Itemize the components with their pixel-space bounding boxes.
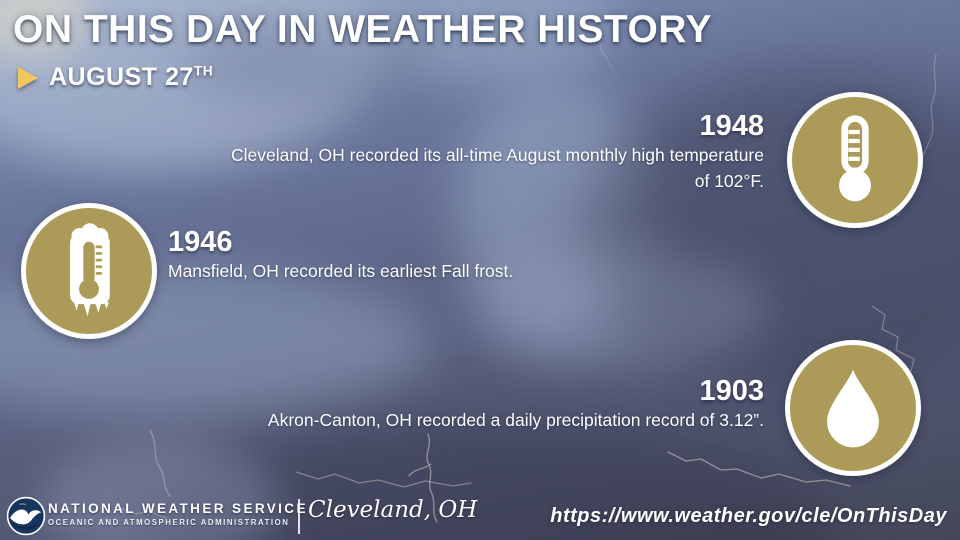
svg-text:NOAA: NOAA: [19, 503, 26, 506]
event-year: 1903: [699, 375, 764, 407]
event-text-line: Akron-Canton, OH recorded a daily precip…: [267, 410, 764, 431]
event-badge-1946: [21, 203, 157, 339]
event-year: 1948: [699, 110, 764, 142]
page-title: ON THIS DAY IN WEATHER HISTORY: [13, 8, 713, 51]
event-text-line: of 102°F.: [694, 170, 764, 191]
event-year: 1946: [168, 226, 233, 258]
date-suffix: TH: [193, 63, 214, 79]
frozen-thermometer-icon: [70, 223, 110, 317]
hot-thermometer-icon: [839, 115, 871, 202]
event-text-line: Mansfield, OH recorded its earliest Fall…: [168, 261, 514, 282]
footer-url: https://www.weather.gov/cle/OnThisDay: [550, 505, 947, 527]
event-1948: 1948 Cleveland, OH recorded its all-time…: [231, 110, 764, 194]
cloud-layer: [470, 250, 770, 370]
raindrop-icon: [827, 369, 879, 448]
office-name: Cleveland, OH: [308, 497, 478, 523]
event-badge-1948: [787, 92, 923, 228]
play-arrow-icon: [18, 66, 38, 89]
agency-subtitle: OCEANIC AND ATMOSPHERIC ADMINISTRATION: [48, 518, 290, 527]
date-label: AUGUST 27TH: [49, 63, 213, 92]
agency-name: NATIONAL WEATHER SERVICE: [48, 501, 308, 516]
date-text: AUGUST 27: [49, 63, 194, 91]
event-text-line: Cleveland, OH recorded its all-time Augu…: [230, 145, 764, 166]
footer-divider: [298, 499, 300, 534]
event-1903: 1903 Akron-Canton, OH recorded a daily p…: [268, 375, 764, 434]
date-banner: AUGUST 27TH: [18, 63, 213, 92]
event-1946: 1946 Mansfield, OH recorded its earliest…: [168, 226, 513, 285]
nws-wordmark: NATIONAL WEATHER SERVICE OCEANIC AND ATM…: [48, 501, 308, 527]
noaa-logo: NOAA: [6, 496, 46, 536]
event-badge-1903: [785, 340, 921, 476]
